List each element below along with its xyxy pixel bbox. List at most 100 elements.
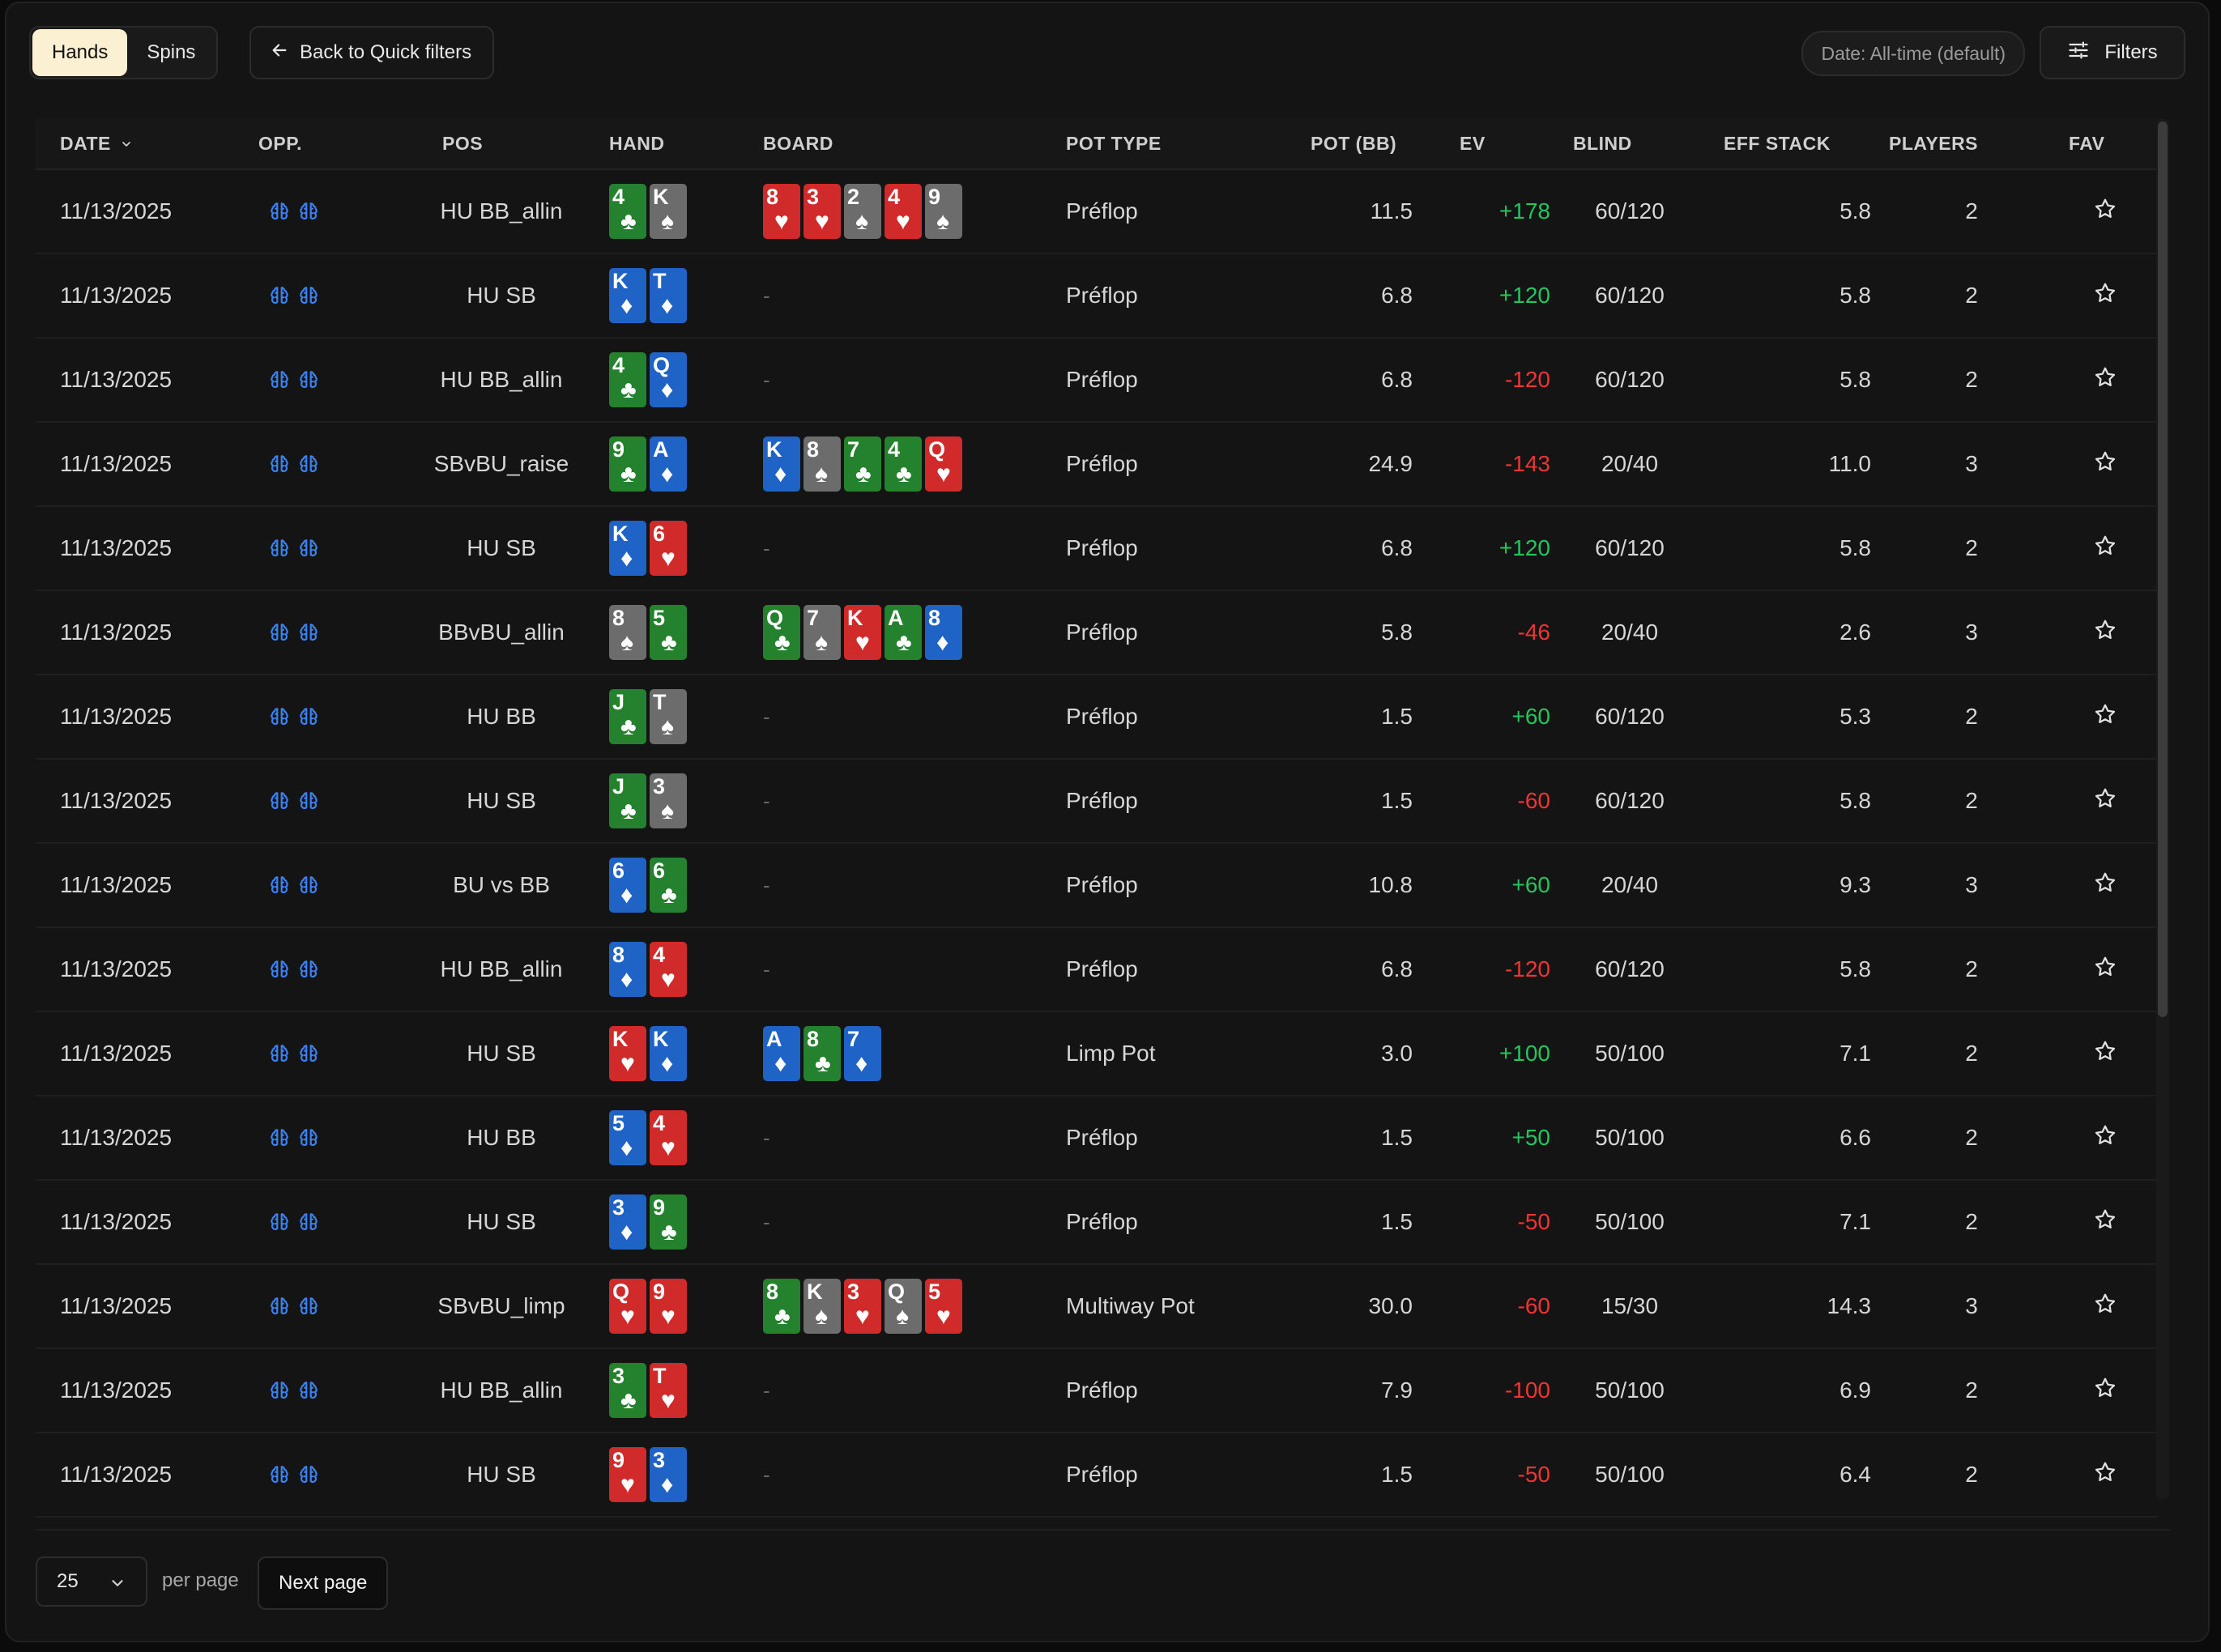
star-outline-icon[interactable] [2093, 955, 2117, 985]
star-outline-icon[interactable] [2093, 786, 2117, 816]
blind-cell: 60/120 [1595, 198, 1665, 224]
brain-icon[interactable] [298, 1380, 319, 1401]
star-outline-icon[interactable] [2093, 365, 2117, 395]
brain-icon[interactable] [269, 1211, 290, 1233]
favorite-cell [2085, 591, 2125, 674]
brain-icon[interactable] [269, 622, 290, 643]
brain-icon[interactable] [269, 1464, 290, 1485]
star-outline-icon[interactable] [2093, 449, 2117, 479]
brain-icon[interactable] [269, 1380, 290, 1401]
brain-icon[interactable] [298, 622, 319, 643]
table-row[interactable]: 11/13/2025 HU SB K ♥ K ♦ A ♦ 8 ♣ 7 ♦ Limp Pot 3.0 +100… [36, 1012, 2158, 1096]
table-row[interactable]: 11/13/2025 HU BB_allin 8 ♦ 4 ♥ - Préflop 6.8 -120… [36, 928, 2158, 1012]
table-row[interactable]: 11/13/2025 HU SB 3 ♦ 9 ♣ - Préflop 1.5 -50 50/100 7… [36, 1181, 2158, 1265]
table-row[interactable]: 11/13/2025 HU BB J ♣ T ♠ - Préflop 1.5 +60 60/120 5… [36, 675, 2158, 760]
tab-spins[interactable]: Spins [147, 41, 196, 63]
chevron-down-icon [109, 1574, 126, 1598]
column-header-date[interactable]: DATE [60, 133, 133, 155]
table-row[interactable]: 11/13/2025 HU SB K ♦ T ♦ - Préflop 6.8 +120 60/120… [36, 254, 2158, 338]
opponents-cell [269, 338, 319, 421]
card-rank: 9 [653, 1279, 666, 1304]
brain-icon[interactable] [298, 201, 319, 222]
table-row[interactable]: 11/13/2025 HU BB 5 ♦ 4 ♥ - Préflop 1.5 +50 50/100 6… [36, 1096, 2158, 1181]
brain-icon[interactable] [269, 285, 290, 306]
table-row[interactable]: 11/13/2025 BU vs BB 6 ♦ 6 ♣ - Préflop 10.8 +60 20/… [36, 844, 2158, 928]
opponents-cell [269, 844, 319, 926]
brain-icon[interactable] [298, 706, 319, 727]
star-outline-icon[interactable] [2093, 197, 2117, 227]
star-outline-icon[interactable] [2093, 281, 2117, 311]
position-cell: HU BB_allin [440, 198, 563, 224]
brain-icon[interactable] [298, 1296, 319, 1317]
brain-icon[interactable] [298, 1464, 319, 1485]
brain-icon[interactable] [298, 1043, 319, 1064]
diamonds-suit-icon: ♦ [620, 882, 633, 909]
card-rank: 9 [612, 437, 625, 462]
table-row[interactable]: 11/13/2025 HU BB_allin 4 ♣ K ♠ 8 ♥ 3 ♥ 2 ♠ 4 ♥ 9 ♠ Préfl… [36, 170, 2158, 254]
brain-icon[interactable] [298, 285, 319, 306]
brain-icon[interactable] [298, 790, 319, 811]
favorite-cell [2085, 1096, 2125, 1179]
star-outline-icon[interactable] [2093, 1292, 2117, 1322]
brain-icon[interactable] [269, 201, 290, 222]
star-outline-icon[interactable] [2093, 702, 2117, 732]
brain-icon[interactable] [298, 875, 319, 896]
tab-hands[interactable]: Hands [32, 29, 128, 76]
pot-cell: 5.8 [1381, 620, 1413, 645]
brain-icon[interactable] [298, 959, 319, 980]
card-4-of-clubs: 4 ♣ [885, 436, 922, 492]
chevron-down-icon [120, 134, 133, 155]
eff-stack-cell: 7.1 [1839, 1209, 1871, 1234]
brain-icon[interactable] [298, 1127, 319, 1148]
star-outline-icon[interactable] [2093, 618, 2117, 648]
hearts-suit-icon: ♥ [661, 1303, 676, 1330]
brain-icon[interactable] [269, 369, 290, 390]
brain-icon[interactable] [298, 369, 319, 390]
star-outline-icon[interactable] [2093, 1123, 2117, 1153]
star-outline-icon[interactable] [2093, 1460, 2117, 1490]
table-row[interactable]: 11/13/2025 SBvBU_limp Q ♥ 9 ♥ 8 ♣ K ♠ 3 ♥ Q ♠ 5 ♥ Multiw… [36, 1265, 2158, 1349]
pot-cell: 24.9 [1368, 451, 1413, 476]
brain-icon[interactable] [269, 706, 290, 727]
date-filter-pill[interactable]: Date: All-time (default) [1801, 31, 2025, 76]
brain-icon[interactable] [269, 959, 290, 980]
back-to-quick-filters-button[interactable]: Back to Quick filters [249, 26, 495, 79]
brain-icon[interactable] [269, 875, 290, 896]
brain-icon[interactable] [269, 1043, 290, 1064]
scrollbar-thumb[interactable] [2158, 121, 2168, 1017]
per-page-select[interactable]: 25 [36, 1556, 147, 1607]
star-outline-icon[interactable] [2093, 871, 2117, 901]
table-row[interactable]: 11/13/2025 HU SB K ♦ 6 ♥ - Préflop 6.8 +120 60/120… [36, 507, 2158, 591]
favorite-cell [2085, 760, 2125, 842]
table-row[interactable]: 11/13/2025 HU BB_allin 3 ♣ T ♥ - Préflop 7.9 -100… [36, 1349, 2158, 1433]
empty-board-dash: - [763, 1462, 770, 1487]
table-row[interactable]: 11/13/2025 SBvBU_raise 9 ♣ A ♦ K ♦ 8 ♠ 7 ♣ 4 ♣ Q ♥ Préfl… [36, 423, 2158, 507]
next-page-button[interactable]: Next page [258, 1556, 389, 1610]
brain-icon[interactable] [269, 790, 290, 811]
hearts-suit-icon: ♥ [661, 1135, 676, 1161]
brain-icon[interactable] [298, 453, 319, 475]
table-row[interactable]: 11/13/2025 HU SB 9 ♥ 3 ♦ - Préflop 1.5 -50 50/100 6… [36, 1433, 2158, 1518]
clubs-suit-icon: ♣ [620, 1387, 637, 1414]
pot-type-cell: Préflop [1066, 704, 1138, 729]
star-outline-icon[interactable] [2093, 1207, 2117, 1237]
eff-stack-cell: 5.3 [1839, 704, 1871, 729]
table-row[interactable]: 11/13/2025 HU BB_allin 4 ♣ Q ♦ - Préflop 6.8 -120… [36, 338, 2158, 423]
star-outline-icon[interactable] [2093, 1376, 2117, 1406]
card-8-of-spades: 8 ♠ [804, 436, 841, 492]
brain-icon[interactable] [298, 1211, 319, 1233]
sliders-icon [2067, 39, 2090, 67]
brain-icon[interactable] [269, 1296, 290, 1317]
filters-button[interactable]: Filters [2040, 26, 2185, 79]
clubs-suit-icon: ♣ [620, 798, 637, 824]
card-rank: T [653, 690, 667, 714]
table-row[interactable]: 11/13/2025 BBvBU_allin 8 ♠ 5 ♣ Q ♣ 7 ♠ K ♥ A ♣ 8 ♦ Préfl… [36, 591, 2158, 675]
brain-icon[interactable] [298, 538, 319, 559]
card-k-of-diamonds: K ♦ [609, 521, 646, 576]
table-row[interactable]: 11/13/2025 HU SB J ♣ 3 ♠ - Préflop 1.5 -60 60/120 5… [36, 760, 2158, 844]
brain-icon[interactable] [269, 1127, 290, 1148]
star-outline-icon[interactable] [2093, 1039, 2117, 1069]
star-outline-icon[interactable] [2093, 534, 2117, 564]
brain-icon[interactable] [269, 538, 290, 559]
brain-icon[interactable] [269, 453, 290, 475]
